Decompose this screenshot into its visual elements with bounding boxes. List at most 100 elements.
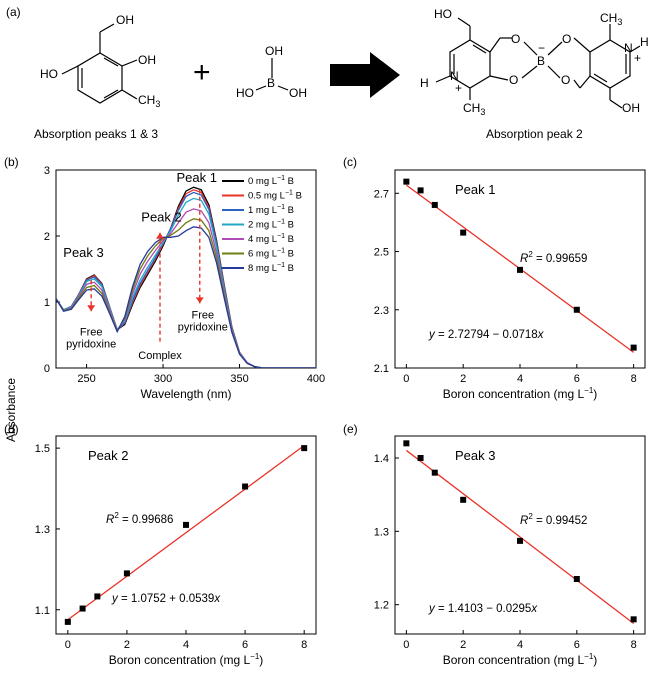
bond: [489, 37, 501, 53]
x-tick-label: 2: [460, 373, 466, 385]
bond: [609, 99, 623, 109]
x-tick-label: 4: [183, 639, 189, 651]
legend-entry: 4 mg L−1 B: [248, 233, 294, 245]
complex-oh: OH: [622, 101, 640, 115]
data-point: [301, 445, 308, 452]
y-tick-label: 1.4: [374, 453, 389, 465]
complex-o: O: [509, 73, 518, 87]
ring-double-bond: [593, 73, 608, 83]
panel-label-d: (d): [4, 422, 19, 436]
complex-ho: HO: [434, 7, 452, 21]
pyridine-ring: [77, 52, 123, 104]
complex-structure: [435, 17, 641, 109]
r-squared-label: R2 = 0.99452: [520, 512, 587, 527]
bond: [121, 89, 138, 100]
pyridoxine-ho-left: HO: [40, 67, 58, 81]
y-tick-label: 2.3: [374, 305, 389, 317]
right-caption: Absorption peak 2: [486, 127, 583, 141]
spectra-chart: (b) 250 300 350 400 0 1 2 3 Wavelength (nm) 0 mg L…: [4, 155, 325, 401]
data-point: [403, 178, 410, 185]
annotation: Peak 3: [63, 245, 103, 260]
annotation: Peak 1: [176, 170, 216, 185]
data-point: [517, 266, 523, 273]
x-tick-label: 8: [631, 639, 637, 651]
x-tick-label: 350: [230, 373, 248, 385]
complex-ch3: CH3: [600, 11, 622, 27]
boric-oh-top: OH: [265, 44, 283, 58]
complex-o: O: [561, 73, 570, 87]
boric-b: B: [267, 76, 275, 90]
data-point: [460, 229, 467, 236]
bond: [61, 65, 79, 75]
legend-entry: 8 mg L−1 B: [248, 262, 294, 274]
y-tick-label: 3: [44, 165, 50, 177]
x-tick-label: 8: [631, 373, 637, 385]
fit-equation: y = 1.4103 − 0.0295x: [428, 603, 538, 615]
panel-label-c: (c): [343, 155, 357, 169]
fit-equation: y = 1.0752 + 0.0539x: [111, 593, 221, 605]
data-point: [64, 618, 71, 625]
x-tick-label: 400: [307, 373, 325, 385]
spectrum-line-6: [56, 226, 316, 368]
x-axis-label: Boron concentration (mg L−1): [443, 386, 598, 401]
data-point: [431, 469, 438, 476]
r-squared-label: R2 = 0.99686: [106, 511, 173, 526]
annotation: pyridoxine: [178, 321, 228, 333]
bond: [547, 65, 561, 79]
y-tick-label: 1.5: [35, 443, 50, 455]
x-tick-label: 6: [574, 639, 580, 651]
y-tick-label: 1.1: [35, 605, 50, 617]
r-squared-label: R2 = 0.99659: [520, 250, 587, 265]
bond: [255, 85, 267, 91]
data-point: [242, 483, 249, 490]
bond: [489, 75, 509, 81]
y-tick-label: 1.3: [374, 526, 389, 538]
x-tick-label: 8: [301, 639, 307, 651]
x-tick-label: 0: [403, 639, 409, 651]
complex-ch3: CH3: [463, 101, 485, 117]
bond: [629, 45, 641, 53]
data-point: [123, 570, 130, 577]
x-tick-label: 6: [574, 373, 580, 385]
data-point: [630, 616, 637, 623]
data-point: [417, 187, 424, 194]
y-tick-label: 0: [44, 363, 50, 375]
peak-title: Peak 2: [88, 448, 128, 463]
complex-plus: +: [455, 81, 462, 95]
complex-h: H: [420, 76, 429, 90]
boric-ho-left: HO: [236, 86, 254, 100]
complex-minus: −: [538, 41, 545, 55]
complex-n: N: [624, 41, 633, 55]
bond: [457, 17, 471, 27]
x-tick-label: 250: [77, 373, 95, 385]
boric-acid-structure: [255, 58, 289, 91]
data-point: [431, 201, 438, 208]
boric-oh-right: OH: [289, 86, 307, 100]
x-tick-label: 300: [154, 373, 172, 385]
y-tick-label: 1: [44, 297, 50, 309]
reaction-scheme: (a) OH OH HO CH3 Absorption peaks 1 & 3 …: [6, 5, 649, 141]
x-tick-label: 0: [65, 639, 71, 651]
peak3-calibration-chart: (e) 0 2 4 6 8 1.2 1.3 1.4 Peak 3 R2 = 0.99452 y = 1…: [343, 422, 646, 667]
y-tick-label: 2: [44, 231, 50, 243]
complex-o: O: [511, 32, 520, 46]
annotation: Free: [192, 310, 215, 322]
legend-entry: 6 mg L−1 B: [248, 248, 294, 260]
annotation: Peak 2: [141, 209, 181, 224]
pyridoxine-structure: [61, 23, 138, 104]
bond: [523, 41, 538, 56]
x-tick-label: 4: [517, 639, 523, 651]
data-point: [79, 605, 86, 612]
data-point: [573, 576, 580, 582]
left-caption: Absorption peaks 1 & 3: [34, 127, 158, 141]
panel-label-b: (b): [4, 155, 19, 169]
x-axis-label: Boron concentration (mg L−1): [443, 652, 598, 667]
pyridoxine-oh-top: OH: [116, 13, 134, 27]
bond: [121, 59, 138, 67]
panel-label-a: (a): [6, 5, 21, 19]
bond: [277, 85, 289, 91]
y-tick-label: 2.1: [374, 363, 389, 375]
data-point: [460, 496, 467, 503]
data-point: [630, 344, 637, 351]
